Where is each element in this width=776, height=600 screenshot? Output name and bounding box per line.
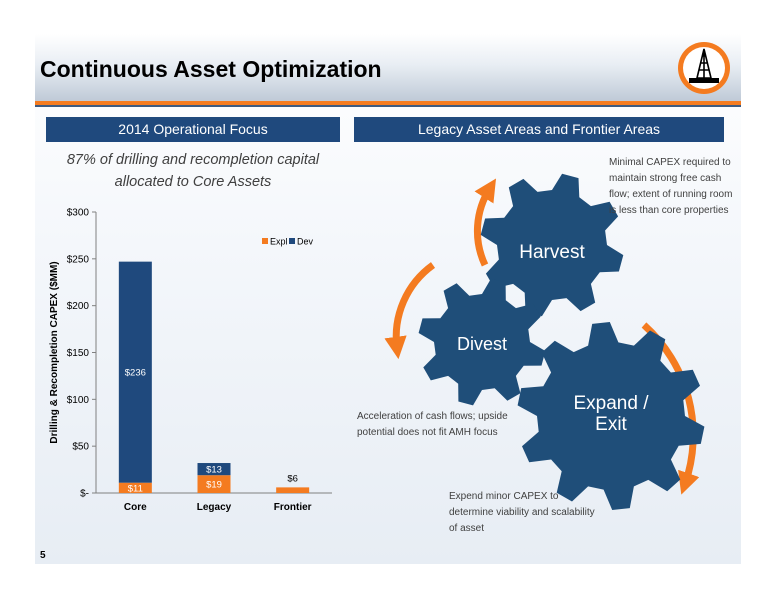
- data-label: $236: [125, 368, 146, 379]
- note-harvest-line: Minimal CAPEX required to: [609, 157, 731, 168]
- y-tick-label: $200: [67, 301, 90, 312]
- arrow-divest: [384, 262, 436, 360]
- bar-expl-core: [118, 482, 152, 493]
- page-number: 5: [40, 550, 46, 561]
- y-tick-label: $150: [67, 348, 90, 359]
- company-logo: [678, 42, 730, 94]
- legend-swatch-expl: [262, 238, 268, 244]
- banner-legacy-frontier: Legacy Asset Areas and Frontier Areas: [354, 117, 724, 142]
- y-axis-label: Drilling & Recompletion CAPEX ($MM): [49, 261, 60, 443]
- gear-label-divest: Divest: [457, 334, 507, 354]
- data-label: $11: [128, 484, 143, 495]
- y-tick-label: $250: [67, 254, 90, 265]
- note-expand: Expend minor CAPEX to determine viabilit…: [449, 489, 595, 537]
- gear-expand: [517, 322, 705, 510]
- legend-swatch-dev: [289, 238, 295, 244]
- page-title: Continuous Asset Optimization: [40, 56, 382, 82]
- gear-harvest: [480, 173, 624, 317]
- header-rule-orange: [35, 101, 741, 105]
- bar-expl-legacy: [197, 475, 231, 493]
- note-harvest-line: maintain strong free cash: [609, 173, 722, 184]
- note-divest-line: Acceleration of cash flows; upside: [357, 411, 508, 422]
- y-tick-label: $50: [72, 442, 89, 453]
- data-label: $19: [206, 480, 222, 491]
- note-expand-line: of asset: [449, 523, 485, 534]
- note-divest: Acceleration of cash flows; upside poten…: [357, 409, 508, 441]
- y-tick-label: $100: [67, 395, 90, 406]
- gear-label-expand-1: Expand /: [574, 393, 650, 414]
- capex-bar-chart: $- $50 $100 $150 $200 $250 $300 Drilling & Reco…: [49, 208, 332, 513]
- note-expand-line: Expend minor CAPEX to: [449, 491, 559, 502]
- caption-line-1: 87% of drilling and recompletion capital: [66, 152, 320, 168]
- bar-dev-legacy: [197, 463, 231, 476]
- x-tick-label: Frontier: [274, 502, 312, 513]
- gear-divest: [418, 278, 546, 406]
- note-divest-line: potential does not fit AMH focus: [357, 427, 498, 438]
- data-label: $6: [287, 473, 298, 484]
- bar-dev-core: [118, 261, 152, 483]
- note-harvest-line: flow; extent of running room: [609, 189, 733, 200]
- asset-gear-diagram: Harvest Divest Expand / Exit: [384, 173, 705, 510]
- legend-label-expl: Expl: [270, 237, 288, 247]
- logo-base: [689, 78, 719, 83]
- gear-label-harvest: Harvest: [519, 242, 585, 263]
- note-expand-line: determine viability and scalability: [449, 507, 595, 518]
- note-harvest: Minimal CAPEX required to maintain stron…: [609, 155, 732, 219]
- banner-operational-focus: 2014 Operational Focus: [46, 117, 340, 142]
- data-label: $13: [206, 465, 222, 476]
- note-harvest-line: is less than core properties: [609, 205, 729, 216]
- x-tick-label: Core: [124, 502, 147, 513]
- legend-label-dev: Dev: [297, 237, 314, 247]
- x-tick-label: Legacy: [197, 502, 232, 513]
- caption-line-2: allocated to Core Assets: [114, 174, 272, 190]
- header-band: [35, 34, 741, 101]
- header-rule-blue: [35, 105, 741, 107]
- y-tick-label: $-: [80, 489, 89, 500]
- bar-expl-frontier: [276, 487, 310, 493]
- y-tick-label: $300: [67, 208, 90, 219]
- gear-label-expand-2: Exit: [595, 414, 627, 435]
- arrow-harvest: [473, 178, 497, 267]
